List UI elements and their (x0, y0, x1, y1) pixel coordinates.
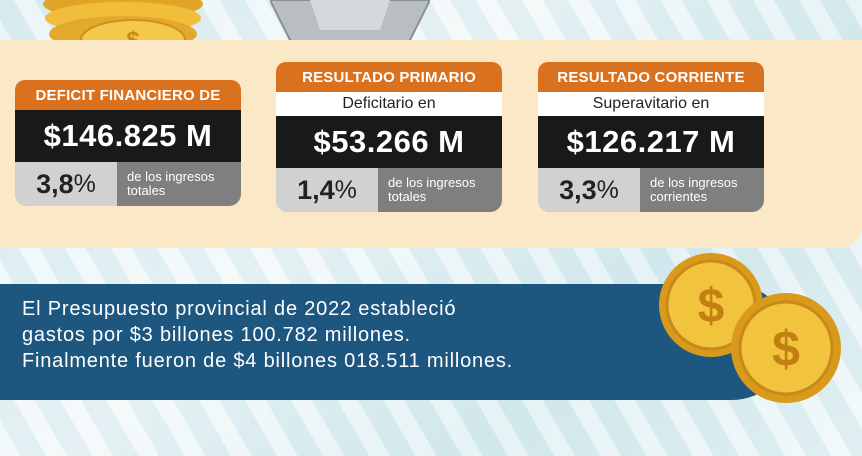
percent-sign: % (334, 175, 357, 204)
desc-line1: de los ingresos (650, 175, 738, 190)
card-header: RESULTADO CORRIENTE (538, 62, 764, 92)
card-footer: 1,4% de los ingresos totales (276, 168, 502, 212)
desc-line2: totales (127, 183, 166, 198)
percent-value: 1,4 (297, 174, 335, 205)
card-resultado-primario: RESULTADO PRIMARIO Deficitario en $53.26… (276, 62, 502, 212)
coin-symbol: $ (772, 321, 800, 377)
card-percent: 1,4% (276, 168, 378, 212)
card-footer: 3,8% de los ingresos totales (15, 162, 241, 206)
card-amount: $126.217 M (538, 116, 764, 168)
card-percent: 3,8% (15, 162, 117, 206)
card-header: DEFICIT FINANCIERO DE (15, 80, 241, 110)
percent-sign: % (596, 175, 619, 204)
dollar-coin-icon: $ (731, 293, 841, 403)
card-amount: $146.825 M (15, 110, 241, 162)
desc-line2: corrientes (650, 189, 708, 204)
card-percent-desc: de los ingresos totales (117, 170, 237, 198)
card-header: RESULTADO PRIMARIO (276, 62, 502, 92)
desc-line1: de los ingresos (388, 175, 476, 190)
card-subtitle: Deficitario en (276, 92, 502, 116)
banner-text: El Presupuesto provincial de 2022 establ… (22, 296, 722, 374)
card-deficit-financiero: DEFICIT FINANCIERO DE $146.825 M 3,8% de… (15, 80, 241, 206)
desc-line2: totales (388, 189, 427, 204)
dollar-coin-icon: $ (659, 253, 763, 357)
coin-symbol: $ (698, 280, 725, 333)
card-percent: 3,3% (538, 168, 640, 212)
banner-line1: El Presupuesto provincial de 2022 establ… (22, 298, 457, 320)
card-amount: $53.266 M (276, 116, 502, 168)
budget-banner (0, 284, 790, 400)
card-percent-desc: de los ingresos totales (378, 176, 498, 204)
desc-line1: de los ingresos (127, 169, 215, 184)
card-footer: 3,3% de los ingresos corrientes (538, 168, 764, 212)
percent-value: 3,3 (559, 174, 597, 205)
card-resultado-corriente: RESULTADO CORRIENTE Superavitario en $12… (538, 62, 764, 212)
percent-sign: % (73, 169, 96, 198)
banner-line3: Finalmente fueron de $4 billones 018.511… (22, 350, 514, 372)
card-subtitle: Superavitario en (538, 92, 764, 116)
percent-value: 3,8 (36, 168, 74, 199)
banner-line2: gastos por $3 billones 100.782 millones. (22, 324, 411, 346)
card-percent-desc: de los ingresos corrientes (640, 176, 760, 204)
